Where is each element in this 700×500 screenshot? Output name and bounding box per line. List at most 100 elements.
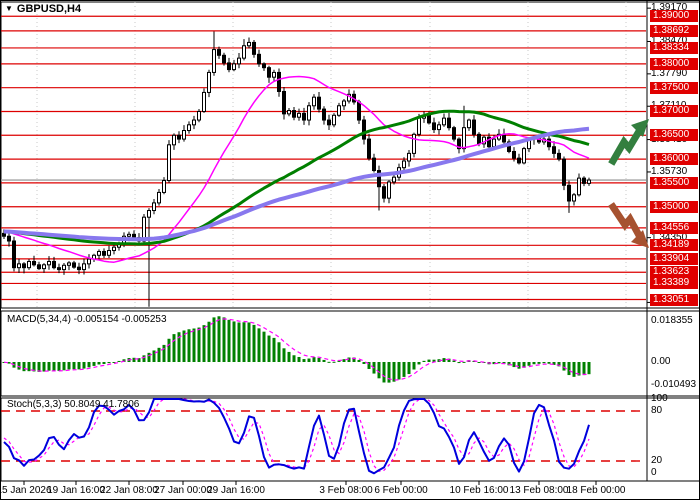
macd-bar: [102, 362, 106, 365]
candle-bear: [517, 157, 521, 164]
macd-bar: [272, 337, 276, 362]
candle-bull: [342, 100, 346, 107]
candle-bear: [567, 184, 571, 202]
candle-bull: [522, 148, 526, 164]
macd-bar: [197, 327, 201, 362]
price-level-badge[interactable]: 1.33389: [650, 277, 698, 290]
time-tick-label: 19 Jan 16:00: [47, 485, 105, 496]
symbol-title[interactable]: ▼ GBPUSD,H4: [5, 3, 82, 15]
panel-border: [1, 1, 699, 309]
candle-bear: [562, 158, 566, 186]
macd-bar: [262, 331, 266, 362]
price-level-badge[interactable]: 1.38334: [650, 41, 698, 54]
candle-bull: [387, 181, 391, 199]
macd-bar: [32, 362, 36, 372]
price-tick-label: 1.34350: [651, 231, 688, 243]
candle-bull: [337, 105, 341, 116]
macd-bar: [257, 328, 261, 362]
macd-tick-label: -0.010493: [651, 379, 697, 391]
candle-bear: [222, 54, 226, 64]
candle-bull: [462, 127, 466, 150]
macd-bar: [192, 328, 196, 362]
candle-bear: [382, 186, 386, 199]
macd-bar: [167, 338, 171, 362]
price-level-badge[interactable]: 1.33051: [650, 293, 698, 306]
candle-bull: [242, 45, 246, 59]
candle-bear: [277, 71, 281, 92]
candle-bear: [77, 266, 81, 271]
macd-bar: [332, 361, 336, 363]
candle-bear: [447, 117, 451, 129]
macd-bar: [212, 317, 216, 362]
macd-bar: [567, 362, 571, 376]
time-tick-label: 22 Jan 08:00: [100, 485, 158, 496]
macd-bar: [452, 360, 456, 362]
symbol-period-label: GBPUSD,H4: [16, 3, 82, 15]
candle-bull: [442, 117, 446, 126]
price-level-badge[interactable]: 1.39000: [650, 10, 698, 23]
time-tick-label: 6 Feb 00:00: [374, 485, 428, 496]
price-level-badge[interactable]: 1.35500: [650, 176, 698, 189]
macd-bar: [67, 362, 71, 370]
panel-border: [1, 310, 699, 397]
price-level-badge[interactable]: 1.35000: [650, 200, 698, 213]
candle-bear: [552, 146, 556, 154]
candle-bull: [492, 138, 496, 148]
chevron-down-icon[interactable]: ▼: [5, 4, 13, 13]
macd-bar: [27, 362, 31, 372]
price-level-badge[interactable]: 1.33623: [650, 266, 698, 279]
macd-bar: [107, 362, 111, 364]
price-level-badge[interactable]: 1.38000: [650, 57, 698, 70]
price-level-badge[interactable]: 1.37000: [650, 105, 698, 118]
macd-bar: [522, 362, 526, 368]
time-tick-label: 15 Jan 2026: [0, 485, 52, 496]
price-level-badge[interactable]: 1.34556: [650, 221, 698, 234]
stochastic-indicator-label: Stoch(5,3,3) 50.8049 41.7806: [7, 399, 140, 410]
macd-bar: [187, 329, 191, 362]
price-level-badge[interactable]: 1.38692: [650, 24, 698, 37]
macd-bar: [17, 362, 21, 370]
macd-bar: [267, 335, 271, 362]
time-tick-label: 29 Jan 16:00: [207, 485, 265, 496]
macd-bar: [442, 358, 446, 362]
macd-bar: [117, 360, 121, 362]
macd-bar: [297, 356, 301, 362]
macd-bar: [307, 358, 311, 362]
candle-bull: [47, 260, 51, 266]
macd-bar: [217, 316, 221, 362]
arrow-up-icon[interactable]: [608, 123, 646, 166]
macd-bar: [382, 362, 386, 383]
candle-bear: [7, 235, 11, 242]
candle-bull: [417, 117, 421, 135]
price-level-badge[interactable]: 1.34189: [650, 239, 698, 252]
macd-bar: [577, 362, 581, 376]
macd-bar: [547, 362, 551, 364]
candle-bull: [187, 124, 191, 132]
candle-bull: [467, 119, 471, 129]
candle-bull: [82, 263, 86, 271]
price-level-badge[interactable]: 1.36000: [650, 153, 698, 166]
macd-bar: [152, 350, 156, 362]
price-level-badge[interactable]: 1.37500: [650, 81, 698, 94]
macd-bar: [132, 357, 136, 362]
price-level-badge[interactable]: 1.36500: [650, 129, 698, 142]
candle-bear: [427, 114, 431, 124]
candle-bear: [432, 122, 436, 131]
candle-bear: [252, 41, 256, 55]
candle-bull: [27, 260, 31, 269]
macd-bar: [327, 361, 331, 363]
macd-bar: [387, 362, 391, 383]
candle-bull: [237, 57, 241, 65]
macd-bar: [432, 359, 436, 362]
candle-bear: [12, 240, 16, 269]
candle-bear: [457, 138, 461, 150]
price-level-badge[interactable]: 1.33904: [650, 252, 698, 265]
candle-bear: [452, 127, 456, 140]
candle-bull: [172, 134, 176, 146]
arrow-down-icon[interactable]: [608, 202, 646, 244]
candle-bear: [487, 136, 491, 148]
macd-bar: [157, 347, 161, 362]
candle-bull: [407, 152, 411, 162]
macd-bar: [317, 357, 321, 362]
